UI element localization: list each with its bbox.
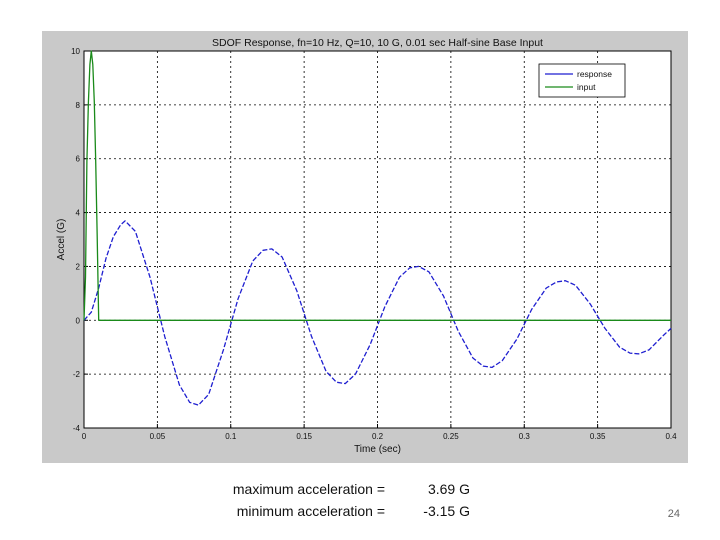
y-tick-label: 4 [76,209,81,218]
y-tick-label: -4 [73,424,81,433]
legend-label-response: response [577,69,612,79]
series-line-input [83,50,671,321]
max-accel-value: 3.69 G [427,481,470,497]
slide-number: 24 [667,508,680,520]
y-tick-label: 0 [76,316,81,325]
chart-plot: 0 0.05 0.1 0.15 0.2 0.25 0.3 0.35 0.4 -4 -2 0 2 4 6 8 10… [56,37,677,455]
chart-figure: 0 0.05 0.1 0.15 0.2 0.25 0.3 0.35 0.4 -4 -2 0 2 4 6 8 10… [42,31,688,463]
plot-area [83,50,672,429]
min-accel-value: -3.15 G [423,503,470,519]
x-tick-label: 0.05 [150,432,166,441]
series-line-response [83,220,672,406]
x-tick-label: 0.35 [590,432,606,441]
legend-box [538,63,626,98]
x-tick-label: 0.2 [372,432,384,441]
x-tick-label: 0.3 [519,432,531,441]
x-tick-label: 0.25 [443,432,459,441]
y-tick-label: 8 [76,101,81,110]
y-axis-label: Accel (G) [56,219,67,261]
y-tick-label: 2 [76,262,81,271]
legend-label-input: input [577,82,596,92]
x-tick-label: 0 [82,432,87,441]
min-accel-label: minimum acceleration = [236,503,385,519]
y-tick-label: 10 [71,47,80,56]
x-tick-label: 0.15 [296,432,312,441]
x-tick-label: 0.1 [225,432,237,441]
chart-title: SDOF Response, fn=10 Hz, Q=10, 10 G, 0.0… [212,37,543,49]
y-tick-label: -2 [73,370,81,379]
y-tick-label: 6 [76,155,81,164]
max-accel-label: maximum acceleration = [232,481,385,497]
x-tick-label: 0.4 [665,432,677,441]
x-axis-label: Time (sec) [354,444,401,455]
